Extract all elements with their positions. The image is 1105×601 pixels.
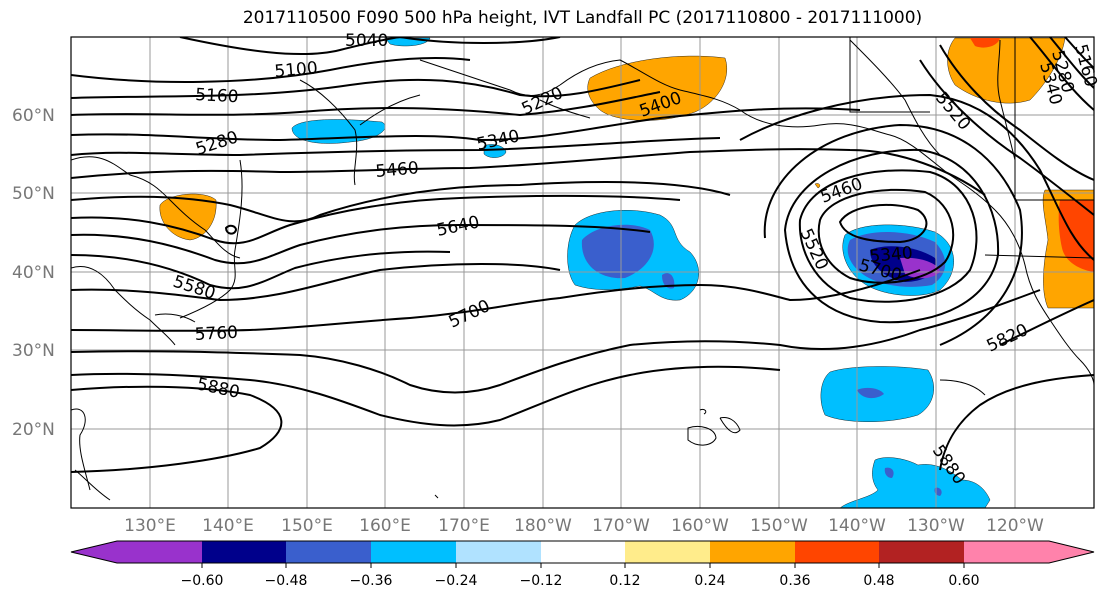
lon-label: 150°W [750, 516, 808, 536]
shade-red-canada [970, 38, 1000, 48]
shade-blue-central [581, 224, 654, 279]
lon-label: 150°E [281, 516, 333, 536]
contour-label: 5340 [869, 243, 914, 267]
colorbar-segment [371, 541, 457, 563]
colorbar-segment [456, 541, 542, 563]
shade-orange-alaska [587, 55, 727, 121]
shade-blue-central-small [662, 273, 675, 289]
lon-label: 130°W [907, 516, 965, 536]
colorbar-segment [710, 541, 796, 563]
height-contours [71, 37, 1094, 473]
lat-label: 50°N [12, 184, 55, 204]
shade-red-westcoast [1058, 200, 1094, 272]
colorbar-tick-label: −0.36 [350, 573, 393, 589]
colorbar-segment [286, 541, 372, 563]
colorbar-tick-label: 0.60 [948, 573, 979, 589]
colorbar-segment [541, 541, 626, 563]
ivt-shading [159, 37, 1094, 508]
map-title: 2017110500 F090 500 hPa height, IVT Land… [242, 8, 923, 28]
contour-label: 5040 [345, 31, 388, 51]
lon-label: 120°W [986, 516, 1044, 536]
colorbar-extend-high [1049, 541, 1094, 563]
shade-blue-south [884, 467, 894, 478]
colorbar-outline [70, 540, 1095, 564]
contour-label: 5760 [194, 323, 238, 345]
colorbar-segment [964, 541, 1050, 563]
lon-label: 180°W [514, 516, 572, 536]
shade-blue-subtropics [857, 387, 884, 399]
colorbar-tick-label: −0.60 [181, 573, 224, 589]
colorbar-extend-low [71, 541, 117, 563]
colorbar-tick-label: 0.24 [694, 573, 725, 589]
lon-label: 140°E [202, 516, 254, 536]
lon-label: 170°W [592, 516, 650, 536]
colorbar-segment [625, 541, 711, 563]
contour-label: 5160 [195, 85, 239, 107]
lon-label: 130°E [124, 516, 176, 536]
lon-label: 140°W [828, 516, 886, 536]
lat-label: 30°N [12, 341, 55, 361]
map-frame [70, 36, 1095, 509]
colorbar-segment [117, 541, 203, 563]
colorbar-segment [795, 541, 880, 563]
colorbar-segment [202, 541, 287, 563]
colorbar-tick-label: −0.12 [520, 573, 563, 589]
shade-cyan-south [839, 457, 991, 508]
lat-label: 20°N [12, 420, 55, 440]
colorbar-tick-label: −0.24 [435, 573, 478, 589]
colorbar-tick-label: 0.48 [863, 573, 894, 589]
contour-label: 5100 [274, 58, 319, 82]
colorbar-tick-label: −0.48 [265, 573, 308, 589]
lat-label: 60°N [12, 106, 55, 126]
contour-label: 5460 [375, 158, 420, 182]
shade-orange-dot [814, 183, 821, 189]
colorbar: −0.60 −0.48 −0.36 −0.24 −0.12 0.12 0.24 … [70, 540, 1095, 589]
latitude-labels: 60°N 50°N 40°N 30°N 20°N [12, 106, 55, 440]
colorbar-segment [879, 541, 965, 563]
colorbar-tick-label: 0.36 [779, 573, 810, 589]
lon-label: 160°E [359, 516, 411, 536]
lon-label: 170°E [438, 516, 490, 536]
shade-orange-canada [947, 37, 1066, 104]
lat-label: 40°N [12, 263, 55, 283]
longitude-labels: 130°E 140°E 150°E 160°E 170°E 180°W 170°… [124, 516, 1044, 536]
shade-cyan-aleutian [483, 144, 507, 158]
lon-label: 160°W [671, 516, 729, 536]
colorbar-tick-label: 0.12 [609, 573, 640, 589]
